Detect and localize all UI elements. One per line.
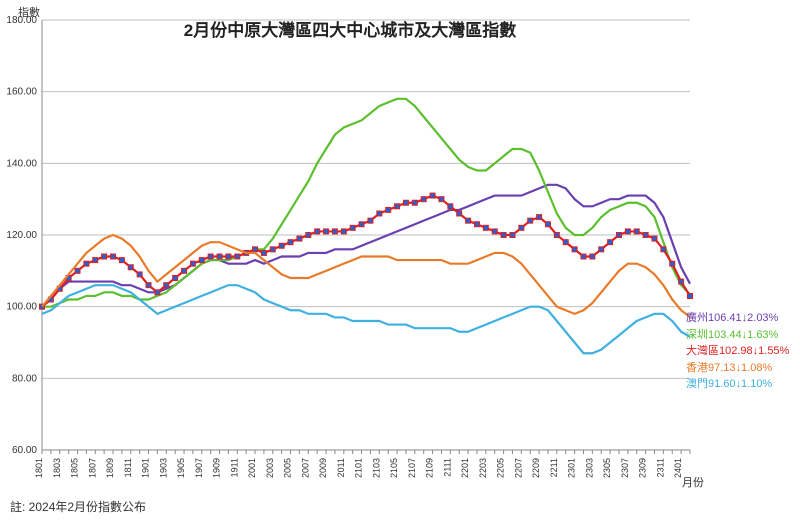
svg-text:1811: 1811 (123, 458, 133, 477)
svg-text:80.00: 80.00 (12, 373, 37, 384)
svg-text:120.00: 120.00 (6, 230, 37, 241)
svg-text:2111: 2111 (442, 458, 452, 477)
svg-text:1901: 1901 (141, 458, 151, 478)
svg-text:160.00: 160.00 (6, 87, 37, 98)
series-gba (42, 196, 690, 307)
svg-text:2005: 2005 (283, 458, 293, 478)
svg-text:2207: 2207 (513, 458, 523, 478)
svg-text:2107: 2107 (407, 458, 417, 478)
svg-text:2011: 2011 (336, 458, 346, 477)
svg-text:1909: 1909 (212, 458, 222, 478)
x-axis-label-text: 月份 (682, 477, 704, 489)
chart-container: { "chart": { "type": "line", "title": "2… (0, 0, 800, 521)
svg-text:1809: 1809 (105, 458, 115, 478)
line-chart: 60.0080.00100.00120.00140.00160.00180.00… (0, 0, 800, 521)
svg-text:2003: 2003 (265, 458, 275, 478)
legend-item-macau: 澳門91.60↓1.10% (686, 376, 796, 393)
svg-text:2101: 2101 (354, 458, 364, 478)
svg-text:1807: 1807 (87, 458, 97, 478)
svg-text:2311: 2311 (655, 458, 665, 477)
svg-text:2209: 2209 (531, 458, 541, 478)
svg-text:2205: 2205 (496, 458, 506, 478)
svg-text:60.00: 60.00 (12, 445, 37, 456)
svg-text:2307: 2307 (620, 458, 630, 478)
svg-text:140.00: 140.00 (6, 158, 37, 169)
chart-title: 2月份中原大灣區四大中心城市及大灣區指數 (0, 16, 700, 41)
legend-item-hongkong: 香港97.13↓1.08% (686, 360, 796, 377)
svg-text:1803: 1803 (52, 458, 62, 478)
svg-text:2203: 2203 (478, 458, 488, 478)
svg-text:2001: 2001 (247, 458, 257, 478)
svg-text:1801: 1801 (34, 458, 44, 478)
svg-text:2009: 2009 (318, 458, 328, 478)
svg-text:1905: 1905 (176, 458, 186, 478)
svg-text:1911: 1911 (229, 458, 239, 477)
legend: 廣州106.41↓2.03%深圳103.44↓1.63%大灣區102.98↓1.… (686, 310, 796, 393)
series-guangzhou (42, 185, 690, 307)
svg-text:2007: 2007 (300, 458, 310, 478)
svg-text:2401: 2401 (673, 458, 683, 478)
svg-text:2303: 2303 (584, 458, 594, 478)
svg-text:2109: 2109 (425, 458, 435, 478)
svg-text:2211: 2211 (549, 458, 559, 477)
svg-text:2309: 2309 (638, 458, 648, 478)
svg-text:1903: 1903 (158, 458, 168, 478)
svg-text:2201: 2201 (460, 458, 470, 478)
svg-text:1907: 1907 (194, 458, 204, 478)
footnote: 註: 2024年2月份指數公布 (10, 498, 146, 515)
legend-item-gba: 大灣區102.98↓1.55% (686, 343, 796, 360)
svg-text:2305: 2305 (602, 458, 612, 478)
svg-text:2103: 2103 (371, 458, 381, 478)
y-axis-label: 指數 (18, 4, 40, 20)
x-axis-label: 月份 (682, 477, 704, 489)
svg-text:2301: 2301 (567, 458, 577, 478)
series-macau (42, 285, 690, 353)
svg-text:100.00: 100.00 (6, 302, 37, 313)
legend-item-shenzhen: 深圳103.44↓1.63% (686, 327, 796, 344)
svg-text:1805: 1805 (70, 458, 80, 478)
svg-text:2105: 2105 (389, 458, 399, 478)
legend-item-guangzhou: 廣州106.41↓2.03% (686, 310, 796, 327)
